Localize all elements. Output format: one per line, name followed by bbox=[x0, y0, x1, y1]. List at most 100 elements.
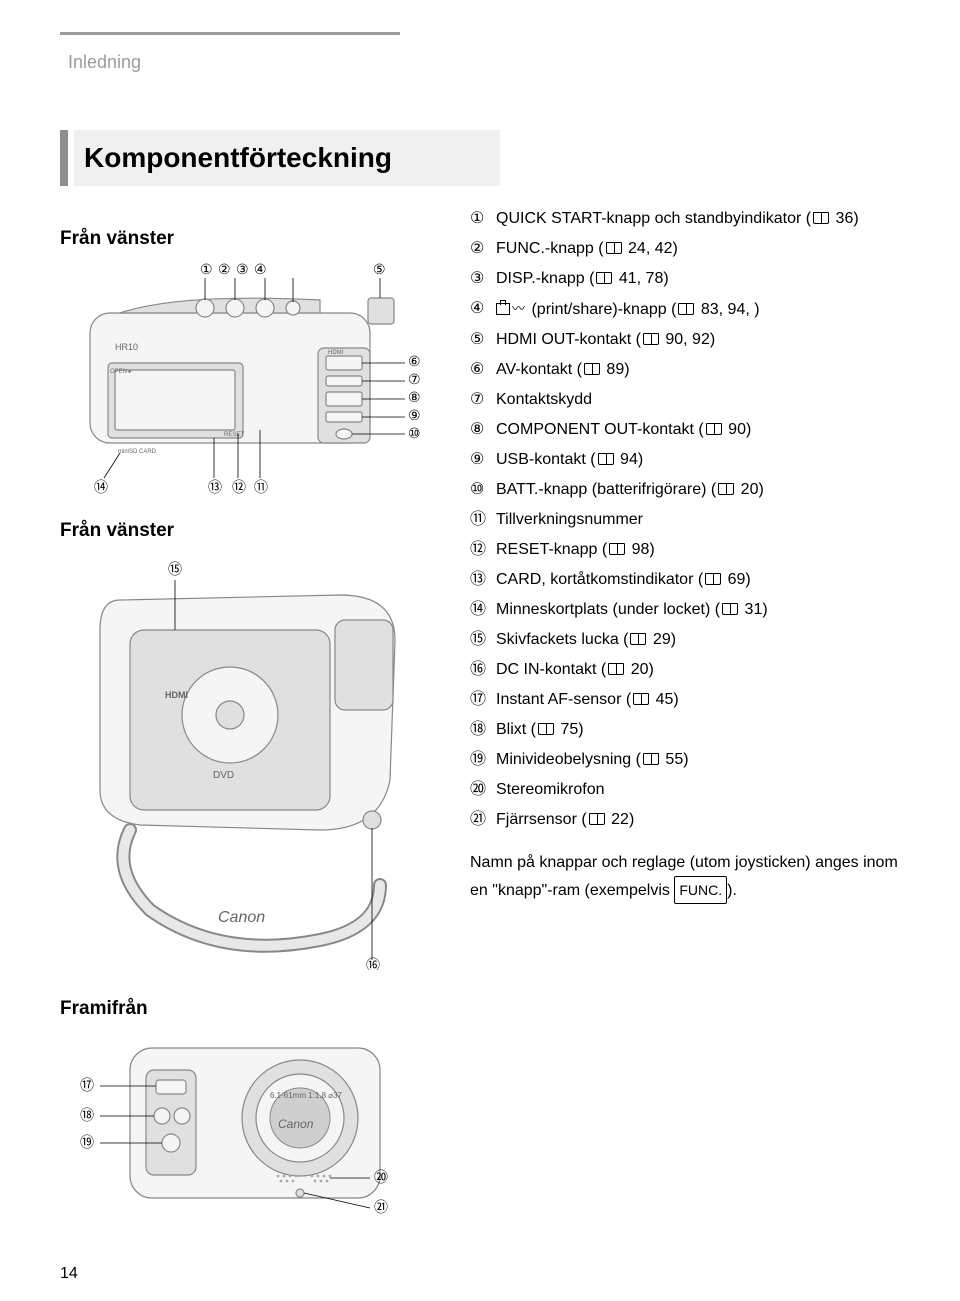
component-list-item: ⑪Tillverkningsnummer bbox=[470, 506, 900, 534]
item-text: 〰 (print/share)-knapp ( 83, 94, ) bbox=[496, 295, 760, 324]
func-key-example: FUNC. bbox=[674, 876, 727, 904]
left-view-heading-2: Från vänster bbox=[60, 520, 450, 542]
svg-text:⑤: ⑤ bbox=[373, 261, 386, 277]
item-number: ⑧ bbox=[470, 416, 492, 444]
share-icon: 〰 bbox=[512, 295, 525, 323]
component-list-item: ⑳Stereomikrofon bbox=[470, 776, 900, 804]
svg-text:⑯: ⑯ bbox=[366, 957, 380, 970]
svg-text:⑩: ⑩ bbox=[408, 425, 421, 441]
item-number: ⑥ bbox=[470, 356, 492, 384]
camera-left-diagram-2: DVD HDMI Canon ⑮ ⑯ bbox=[60, 550, 450, 970]
svg-text:⑱: ⑱ bbox=[80, 1107, 94, 1123]
item-text: Stereomikrofon bbox=[496, 776, 605, 804]
svg-text:③: ③ bbox=[236, 261, 249, 277]
item-number: ⑰ bbox=[470, 686, 492, 714]
open-label: OPEN ▸ bbox=[110, 369, 132, 375]
item-number: ⑫ bbox=[470, 536, 492, 564]
manual-ref-icon bbox=[584, 363, 600, 375]
item-number: ⑬ bbox=[470, 566, 492, 594]
item-number: ⑯ bbox=[470, 656, 492, 684]
camera-left-diagram: HR10 OPEN ▸ RESET miniSD CARD HDMI ① ② ③… bbox=[60, 258, 450, 498]
component-list-item: ⑲Minivideobelysning ( 55) bbox=[470, 746, 900, 774]
component-list-item: ⑧COMPONENT OUT-kontakt ( 90) bbox=[470, 416, 900, 444]
item-number: ⑭ bbox=[470, 596, 492, 624]
svg-text:⑭: ⑭ bbox=[94, 479, 108, 495]
manual-ref-icon bbox=[706, 423, 722, 435]
item-text: BATT.-knapp (batterifrigörare) ( 20) bbox=[496, 476, 764, 504]
svg-text:⑦: ⑦ bbox=[408, 371, 421, 387]
print-icon bbox=[496, 303, 510, 315]
svg-text:Canon: Canon bbox=[218, 909, 265, 926]
item-number: ① bbox=[470, 205, 492, 233]
hdmi-label: HDMI bbox=[328, 350, 344, 356]
item-number: ⑦ bbox=[470, 386, 492, 414]
note-quoted: knapp bbox=[498, 882, 542, 899]
component-list-item: ②FUNC.-knapp ( 24, 42) bbox=[470, 235, 900, 263]
item-text: Minneskortplats (under locket) ( 31) bbox=[496, 596, 768, 624]
item-text: Fjärrsensor ( 22) bbox=[496, 806, 634, 834]
manual-ref-icon bbox=[678, 303, 694, 315]
hr10-label: HR10 bbox=[115, 342, 138, 352]
item-text: COMPONENT OUT-kontakt ( 90) bbox=[496, 416, 751, 444]
item-text: USB-kontakt ( 94) bbox=[496, 446, 643, 474]
item-text: HDMI OUT-kontakt ( 90, 92) bbox=[496, 326, 715, 354]
section-label: Inledning bbox=[68, 52, 141, 73]
component-list-item: ⑫RESET-knapp ( 98) bbox=[470, 536, 900, 564]
svg-text:⑪: ⑪ bbox=[254, 479, 268, 495]
item-text: AV-kontakt ( 89) bbox=[496, 356, 630, 384]
svg-text:HDMI: HDMI bbox=[165, 690, 188, 700]
item-number: ㉑ bbox=[470, 806, 492, 834]
component-list-item: ③DISP.-knapp ( 41, 78) bbox=[470, 265, 900, 293]
svg-text:⑮: ⑮ bbox=[168, 561, 182, 577]
manual-ref-icon bbox=[813, 212, 829, 224]
manual-ref-icon bbox=[538, 723, 554, 735]
item-number: ② bbox=[470, 235, 492, 263]
component-list-item: ㉑Fjärrsensor ( 22) bbox=[470, 806, 900, 834]
item-number: ⑳ bbox=[470, 776, 492, 804]
svg-text:⑧: ⑧ bbox=[408, 389, 421, 405]
svg-text:⑰: ⑰ bbox=[80, 1077, 94, 1093]
manual-ref-icon bbox=[598, 453, 614, 465]
component-list-column: ①QUICK START-knapp och standbyindikator … bbox=[470, 205, 900, 904]
item-number: ⑤ bbox=[470, 326, 492, 354]
item-text: QUICK START-knapp och standbyindikator (… bbox=[496, 205, 859, 233]
page-title-box: Komponentförteckning bbox=[60, 130, 500, 186]
component-list-item: ④〰 (print/share)-knapp ( 83, 94, ) bbox=[470, 295, 900, 324]
svg-text:⑲: ⑲ bbox=[80, 1134, 94, 1150]
svg-text:⑥: ⑥ bbox=[408, 353, 421, 369]
component-list-item: ⑰Instant AF-sensor ( 45) bbox=[470, 686, 900, 714]
item-text: DISP.-knapp ( 41, 78) bbox=[496, 265, 669, 293]
reset-label: RESET bbox=[224, 432, 244, 438]
manual-ref-icon bbox=[606, 242, 622, 254]
footnote: Namn på knappar och reglage (utom joysti… bbox=[470, 850, 900, 904]
front-view-heading: Framifrån bbox=[60, 998, 480, 1020]
front-view-section: Framifrån 6.1-61mm 1:1.8 ⌀37 Canon bbox=[60, 998, 480, 1208]
component-list: ①QUICK START-knapp och standbyindikator … bbox=[470, 205, 900, 834]
manual-ref-icon bbox=[608, 663, 624, 675]
svg-text:⑨: ⑨ bbox=[408, 407, 421, 423]
note-text-c: ). bbox=[727, 882, 737, 899]
manual-ref-icon bbox=[722, 603, 738, 615]
svg-text:Canon: Canon bbox=[278, 1117, 314, 1131]
item-number: ⑨ bbox=[470, 446, 492, 474]
component-list-item: ⑨USB-kontakt ( 94) bbox=[470, 446, 900, 474]
item-text: Blixt ( 75) bbox=[496, 716, 584, 744]
item-number: ④ bbox=[470, 295, 492, 323]
svg-text:㉑: ㉑ bbox=[374, 1199, 388, 1215]
component-list-item: ⑩BATT.-knapp (batterifrigörare) ( 20) bbox=[470, 476, 900, 504]
left-view-section-2: Från vänster DVD HDMI Canon bbox=[60, 520, 450, 970]
svg-text:①: ① bbox=[200, 261, 213, 277]
page-number: 14 bbox=[60, 1265, 78, 1283]
item-text: CARD, kortåtkomstindikator ( 69) bbox=[496, 566, 751, 594]
header-rule bbox=[60, 32, 400, 35]
manual-ref-icon bbox=[596, 272, 612, 284]
manual-ref-icon bbox=[589, 813, 605, 825]
manual-ref-icon bbox=[718, 483, 734, 495]
item-number: ⑱ bbox=[470, 716, 492, 744]
note-text-b: -ram (exempelvis bbox=[547, 882, 674, 899]
manual-ref-icon bbox=[643, 333, 659, 345]
component-list-item: ⑯DC IN-kontakt ( 20) bbox=[470, 656, 900, 684]
item-text: Instant AF-sensor ( 45) bbox=[496, 686, 679, 714]
svg-text:6.1-61mm 1:1.8 ⌀37: 6.1-61mm 1:1.8 ⌀37 bbox=[270, 1091, 343, 1100]
svg-text:④: ④ bbox=[254, 261, 267, 277]
